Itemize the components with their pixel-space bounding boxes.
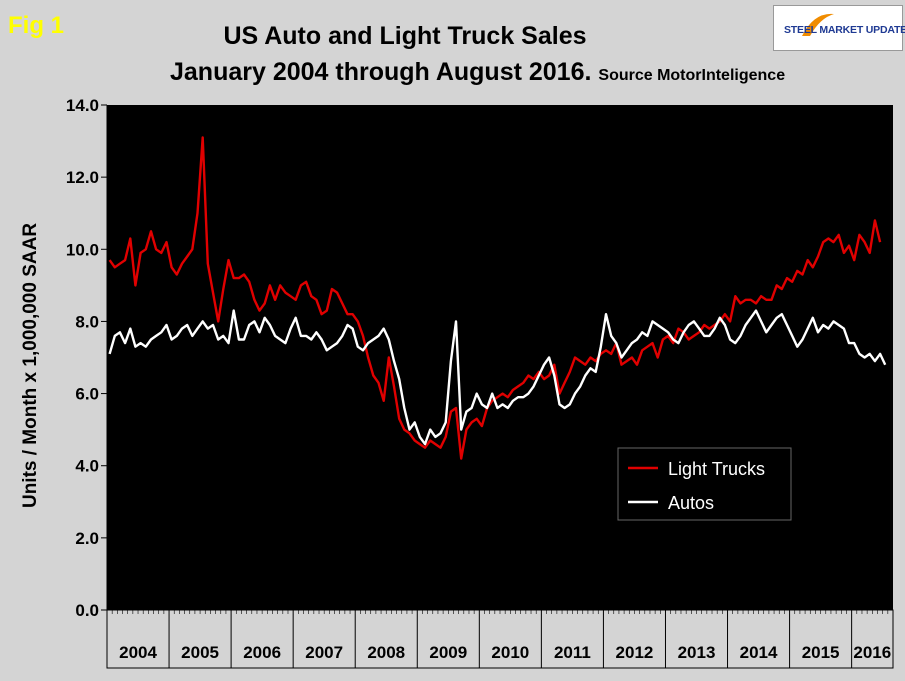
chart-subtitle-row: January 2004 through August 2016. Source…	[170, 58, 785, 87]
chart-title: US Auto and Light Truck Sales	[223, 22, 587, 50]
plot-area	[107, 105, 893, 610]
year-label: 2006	[243, 643, 281, 662]
year-label: 2012	[616, 643, 654, 662]
year-label: 2008	[367, 643, 405, 662]
figure-label: Fig 1	[8, 12, 65, 39]
year-label: 2016	[853, 643, 891, 662]
year-label: 2015	[802, 643, 840, 662]
y-tick-label: 10.0	[66, 240, 99, 259]
steel-market-update-logo: STEEL MARKET UPDATE	[773, 5, 905, 51]
chart-subtitle: January 2004 through August 2016.	[170, 58, 592, 86]
y-tick-label: 4.0	[75, 457, 99, 476]
year-label: 2009	[429, 643, 467, 662]
x-axis-box	[106, 609, 894, 669]
y-tick-label: 12.0	[66, 168, 99, 187]
logo-swoosh-icon	[802, 13, 834, 36]
legend-label-light-trucks: Light Trucks	[668, 459, 765, 479]
year-label: 2013	[678, 643, 716, 662]
chart-source: Source MotorInteligence	[598, 67, 786, 84]
y-tick-label: 14.0	[66, 96, 99, 115]
legend-label-autos: Autos	[668, 493, 714, 513]
series-line-autos	[108, 309, 887, 446]
year-label: 2005	[181, 643, 219, 662]
year-label: 2007	[305, 643, 343, 662]
logo-text: STEEL MARKET UPDATE	[784, 24, 905, 36]
year-label: 2014	[740, 643, 778, 662]
y-tick-label: 8.0	[75, 312, 99, 331]
y-axis-label: Units / Month x 1,000,000 SAAR	[20, 223, 41, 508]
legend-box	[617, 447, 792, 521]
y-tick-label: 2.0	[75, 529, 99, 548]
y-tick-label: 6.0	[75, 385, 99, 404]
year-label: 2010	[491, 643, 529, 662]
year-label: 2011	[554, 643, 591, 662]
year-label: 2004	[119, 643, 157, 662]
y-tick-label: 0.0	[75, 601, 99, 620]
